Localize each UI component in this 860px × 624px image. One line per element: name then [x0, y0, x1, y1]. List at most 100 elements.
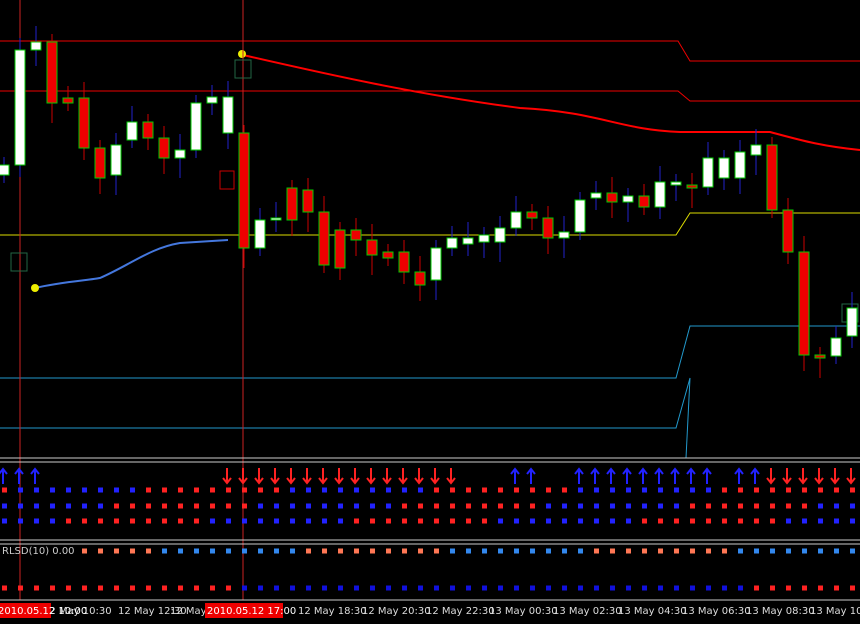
indicator-dot	[34, 503, 39, 509]
indicator-dot	[418, 585, 423, 591]
signal-arrow	[302, 468, 312, 485]
signal-arrow	[654, 467, 664, 484]
candle-body	[46, 41, 58, 104]
indicator-dot	[482, 503, 487, 509]
signal-arrow	[734, 467, 744, 484]
indicator-dot	[658, 585, 663, 591]
indicator-dot	[482, 487, 487, 493]
indicator-label: RLSD(10) 0.00	[2, 546, 75, 557]
indicator-dot	[338, 585, 343, 591]
candle-body	[718, 157, 730, 179]
time-label: 13 May 06:30	[682, 606, 751, 617]
indicator-dot	[226, 503, 231, 509]
indicator-dot	[66, 585, 71, 591]
indicator-dot	[18, 518, 23, 524]
indicator-dot	[82, 585, 87, 591]
indicator-dot	[18, 487, 23, 493]
indicator-dot	[690, 548, 695, 554]
indicator-dot	[706, 487, 711, 493]
indicator-dot	[466, 503, 471, 509]
indicator-dot	[674, 548, 679, 554]
indicator-dot	[786, 518, 791, 524]
indicator-dot	[146, 518, 151, 524]
indicator-dot	[130, 503, 135, 509]
indicator-dot	[738, 585, 743, 591]
indicator-dot	[210, 503, 215, 509]
indicator-dot	[98, 487, 103, 493]
candle-body	[302, 189, 314, 213]
channel-line	[0, 377, 691, 459]
candle-body	[94, 147, 106, 179]
indicator-dot	[66, 487, 71, 493]
candle-body	[62, 97, 74, 104]
time-label: 12 May 20:30	[362, 606, 431, 617]
signal-arrow	[254, 468, 264, 485]
indicator-dot	[450, 518, 455, 524]
indicator-dot	[402, 585, 407, 591]
indicator-dot	[322, 503, 327, 509]
indicator-dot	[722, 518, 727, 524]
time-label: 13 May 08:30	[746, 606, 815, 617]
indicator-dot	[274, 518, 279, 524]
candle-body	[350, 229, 362, 241]
indicator-dot	[706, 548, 711, 554]
indicator-dot	[786, 503, 791, 509]
indicator-dot	[498, 487, 503, 493]
indicator-dot	[258, 487, 263, 493]
candle-body	[734, 151, 746, 179]
indicator-dot	[562, 503, 567, 509]
candle-body	[782, 209, 794, 253]
indicator-dot	[674, 585, 679, 591]
indicator-dot	[738, 548, 743, 554]
signal-arrow	[638, 467, 648, 484]
indicator-dot	[658, 548, 663, 554]
indicator-dot	[402, 503, 407, 509]
indicator-dot	[578, 503, 583, 509]
indicator-dot	[98, 548, 103, 554]
indicator-dot	[322, 585, 327, 591]
indicator-dot	[610, 518, 615, 524]
signal-arrow	[366, 468, 376, 485]
indicator-dot	[242, 487, 247, 493]
signal-arrow	[526, 467, 536, 484]
indicator-dot	[82, 518, 87, 524]
indicator-dot	[418, 503, 423, 509]
indicator-dot	[610, 585, 615, 591]
candle-body	[382, 251, 394, 259]
indicator-dot	[2, 487, 7, 493]
candle-body	[510, 211, 522, 229]
indicator-dot	[146, 487, 151, 493]
candle-body	[222, 96, 234, 134]
indicator-dot	[50, 585, 55, 591]
candle-body	[542, 217, 554, 239]
indicator-dot	[194, 518, 199, 524]
indicator-dot	[178, 518, 183, 524]
indicator-dot	[162, 518, 167, 524]
indicator-dot	[514, 548, 519, 554]
indicator-dot	[482, 548, 487, 554]
indicator-dot	[642, 585, 647, 591]
signal-arrow	[238, 468, 248, 485]
indicator-dot	[850, 518, 855, 524]
indicator-dot	[354, 518, 359, 524]
time-label: 12 May 22:30	[426, 606, 495, 617]
indicator-dot	[370, 548, 375, 554]
indicator-dot	[450, 487, 455, 493]
indicator-dot	[306, 518, 311, 524]
indicator-dot	[242, 548, 247, 554]
indicator-dot	[498, 503, 503, 509]
candle-body	[270, 217, 282, 221]
indicator-dot	[162, 548, 167, 554]
indicator-dot	[434, 503, 439, 509]
candle-body	[366, 239, 378, 256]
signal-arrow	[350, 468, 360, 485]
indicator-dot	[194, 585, 199, 591]
candle-body	[750, 144, 762, 156]
indicator-dot	[82, 548, 87, 554]
indicator-dot	[514, 518, 519, 524]
indicator-dot	[434, 518, 439, 524]
indicator-dot	[2, 585, 7, 591]
indicator-dot	[50, 487, 55, 493]
